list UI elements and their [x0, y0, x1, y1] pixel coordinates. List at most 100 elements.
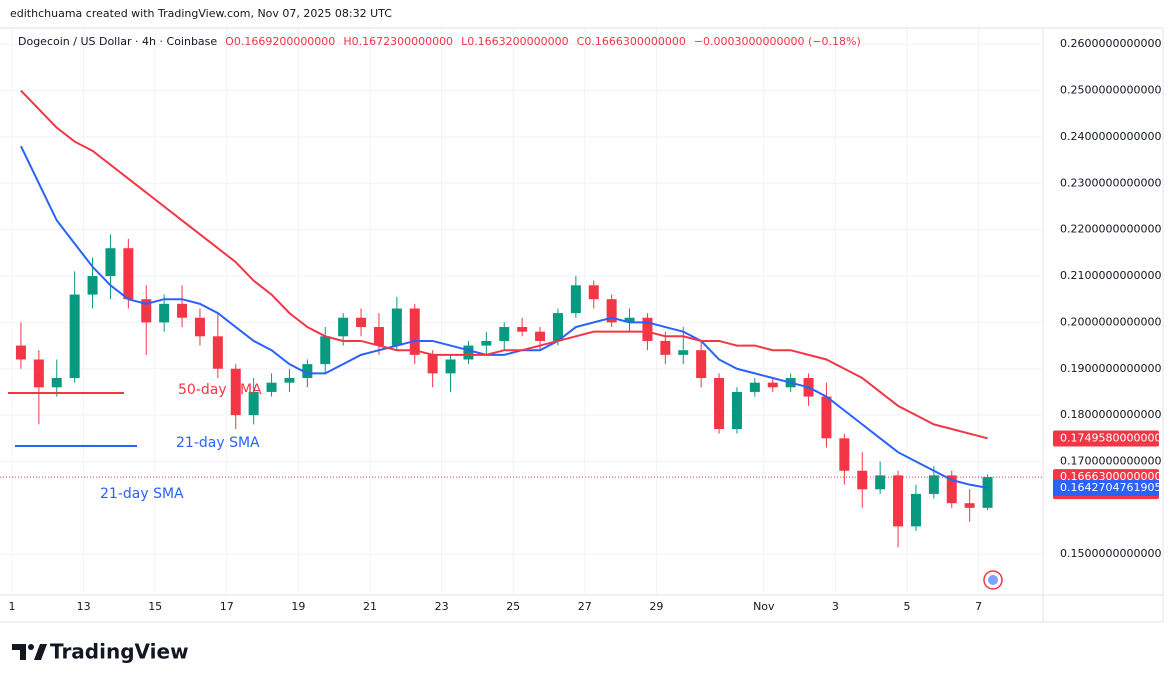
- candle-body: [33, 359, 44, 388]
- x-tick-label: 27: [578, 600, 592, 613]
- candle-body: [427, 354, 438, 374]
- candle-body: [230, 368, 241, 416]
- x-tick-label: 29: [649, 600, 663, 613]
- candle-body: [338, 317, 349, 337]
- candle-body: [123, 248, 134, 300]
- candle-body: [928, 475, 939, 494]
- y-tick-label: 0.1900000000000: [1060, 362, 1161, 375]
- x-tick-label: 25: [506, 600, 520, 613]
- legend-value: L0.1663200000000: [461, 35, 569, 48]
- x-tick-label: 17: [220, 600, 234, 613]
- y-tick-label: 0.2600000000000: [1060, 37, 1161, 50]
- annotation: 50-day SMA: [178, 382, 262, 398]
- credit: edithchuama created with TradingView.com…: [10, 7, 392, 20]
- candle-body: [875, 475, 886, 490]
- candle-body: [212, 336, 223, 369]
- candle-body: [481, 340, 492, 346]
- candle-body: [159, 303, 170, 323]
- candle-body: [946, 475, 957, 504]
- candle-body: [302, 364, 313, 379]
- candle-body: [570, 285, 581, 314]
- candle-body: [714, 378, 725, 430]
- logo: TradingView: [12, 640, 189, 664]
- candle-body: [284, 378, 295, 383]
- y-tick-label: 0.2400000000000: [1060, 130, 1161, 143]
- candle-body: [266, 382, 277, 392]
- candle-body: [624, 317, 635, 323]
- grid: [0, 28, 1043, 595]
- y-tick-label: 0.2500000000000: [1060, 84, 1161, 97]
- candle-body: [964, 503, 975, 508]
- y-tick-label: 0.1700000000000: [1060, 454, 1161, 467]
- candle-body: [141, 299, 152, 323]
- candle-body: [696, 350, 707, 379]
- legend-title: Dogecoin / US Dollar · 4h · Coinbase: [18, 35, 217, 48]
- candle-body: [391, 308, 402, 346]
- candle-body: [445, 359, 456, 374]
- candle-body: [373, 327, 384, 346]
- candle-body: [839, 438, 850, 471]
- candle-body: [552, 313, 563, 341]
- sma-line: [20, 89, 988, 440]
- legend-value: H0.1672300000000: [343, 35, 453, 48]
- legend-value: −0.0003000000000 (−0.18%): [694, 35, 861, 48]
- x-tick-label: 23: [435, 600, 449, 613]
- candle-body: [463, 345, 474, 360]
- candle-body: [499, 327, 510, 341]
- y-tick-label: 0.1500000000000: [1060, 547, 1161, 560]
- x-tick-label: 15: [148, 600, 162, 613]
- candle-body: [821, 396, 832, 439]
- candle-body: [910, 493, 921, 527]
- marks: [0, 89, 1043, 548]
- y-tick-label: 0.2000000000000: [1060, 315, 1161, 328]
- price-label: 0.1749580000000: [1060, 431, 1161, 444]
- event-icon: [983, 570, 1003, 590]
- x-tick-label: 5: [904, 600, 911, 613]
- y-tick-label: 0.2100000000000: [1060, 269, 1161, 282]
- candle-body: [893, 475, 904, 527]
- candle-body: [409, 308, 420, 355]
- candle-body: [356, 317, 367, 328]
- candle-body: [517, 327, 528, 332]
- legend-value: C0.1666300000000: [577, 35, 686, 48]
- candle-body: [535, 331, 546, 341]
- x-tick-label: Nov: [753, 600, 775, 613]
- candle-body: [642, 317, 653, 341]
- annotation: 21-day SMA: [176, 435, 260, 451]
- legend: Dogecoin / US Dollar · 4h · Coinbase O0.1…: [18, 35, 861, 48]
- legend-value: O0.1669200000000: [225, 35, 335, 48]
- y-tick-label: 0.1800000000000: [1060, 408, 1161, 421]
- candle-body: [177, 303, 188, 318]
- x-tick-label: 3: [832, 600, 839, 613]
- candle-body: [749, 382, 760, 392]
- candle-body: [606, 299, 617, 323]
- candle-body: [105, 248, 116, 277]
- candle-body: [51, 378, 62, 388]
- candle-body: [588, 285, 599, 300]
- candle-body: [767, 382, 778, 388]
- x-tick-label: 13: [77, 600, 91, 613]
- candle-body: [15, 345, 26, 360]
- candle-body: [194, 317, 205, 337]
- candle-body: [731, 391, 742, 430]
- candle-body: [320, 336, 331, 365]
- candle-body: [982, 477, 993, 508]
- candle-body: [69, 294, 80, 379]
- x-tick-label: 21: [363, 600, 377, 613]
- x-tick-label: 7: [975, 600, 982, 613]
- y-tick-label: 0.2300000000000: [1060, 176, 1161, 189]
- x-tick-label: 1: [9, 600, 16, 613]
- y-tick-label: 0.2200000000000: [1060, 223, 1161, 236]
- price-label: 0.1666300000000: [1060, 470, 1161, 483]
- price-label-box: [1053, 430, 1159, 447]
- brand: TradingView: [50, 640, 189, 664]
- candle-body: [248, 391, 259, 416]
- candle-body: [678, 350, 689, 355]
- candle-body: [857, 470, 868, 490]
- candle-body: [660, 340, 671, 355]
- annotation: 21-day SMA: [100, 486, 184, 502]
- price-label: 0.1642704761905: [1060, 481, 1161, 494]
